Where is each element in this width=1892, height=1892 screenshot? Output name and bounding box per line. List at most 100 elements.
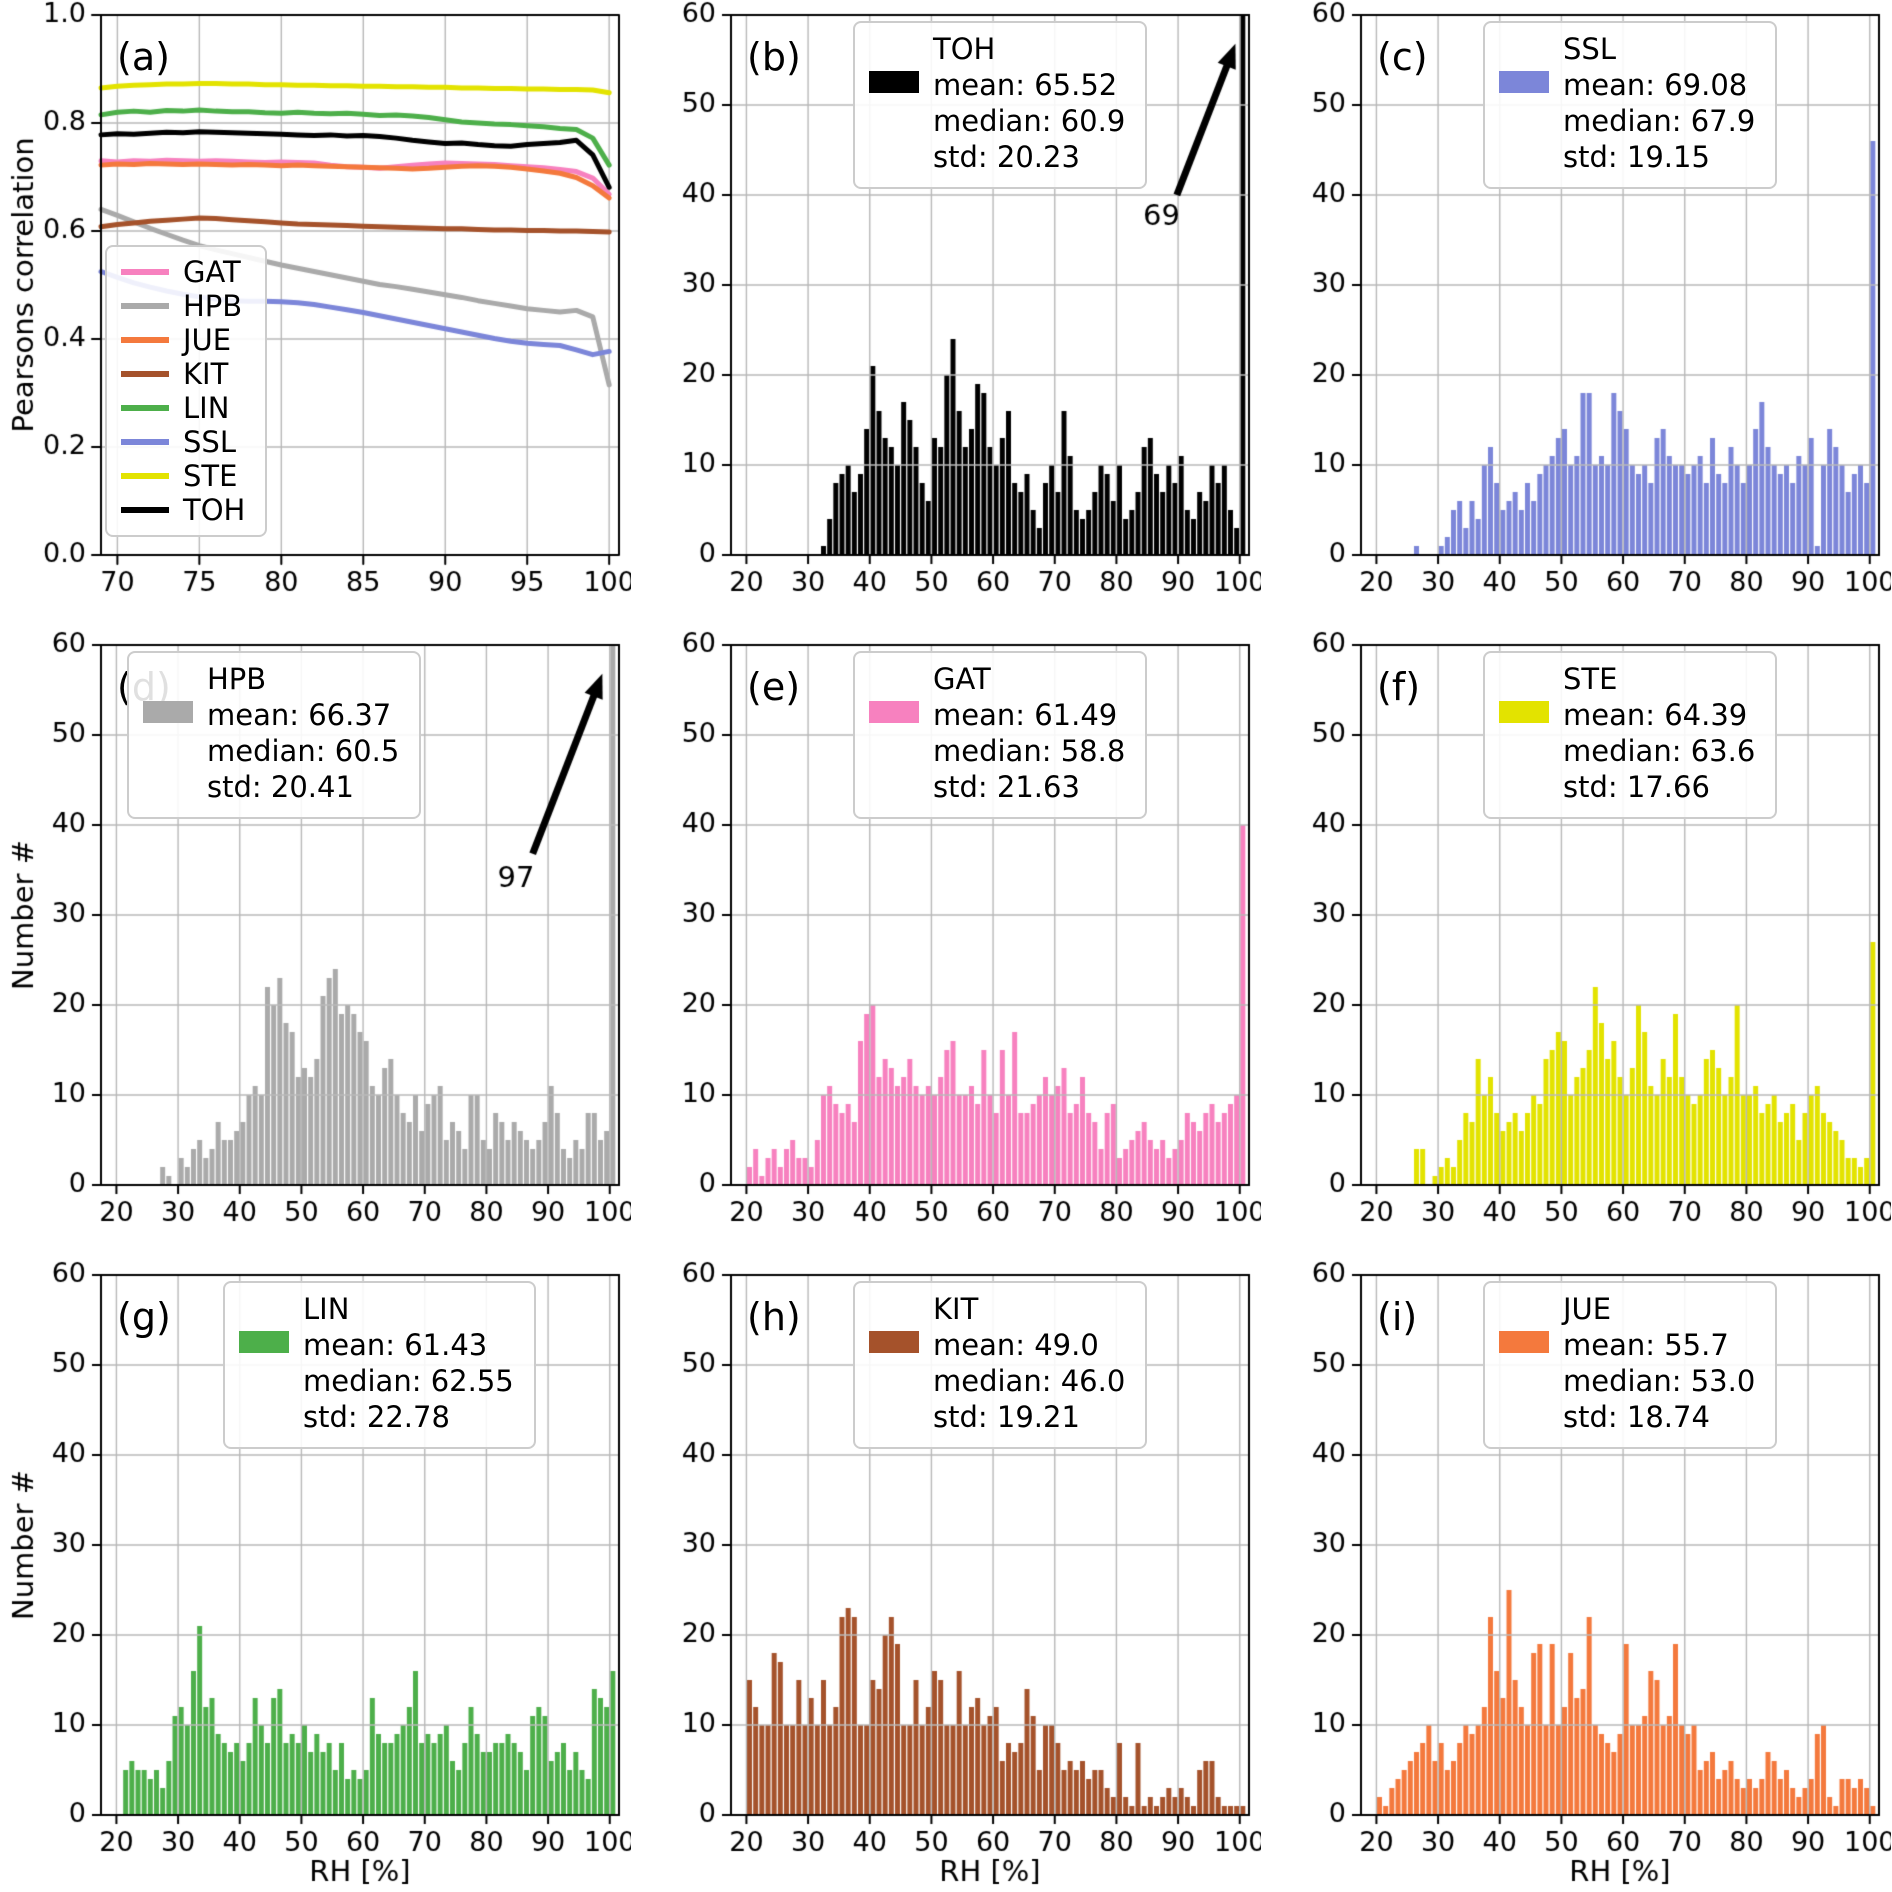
panel-a-label: (a) — [117, 35, 170, 79]
legend-label-toh: TOH — [183, 493, 246, 527]
legend-station: SSL — [1563, 32, 1616, 66]
legend-text-block: SSL mean: 69.08 median: 67.9 std: 19.15 — [1563, 31, 1755, 175]
legend-text-block: KIT mean: 49.0 median: 46.0 std: 19.21 — [933, 1291, 1125, 1435]
panel-g: (g) LIN mean: 61.43 median: 62.55 std: 2… — [1, 1261, 631, 1891]
ste-line-swatch — [121, 473, 169, 479]
panel-f-label: (f) — [1377, 665, 1421, 709]
panel-e-label: (e) — [747, 665, 801, 709]
panel-b: (b) TOH mean: 65.52 median: 60.9 std: 20… — [631, 1, 1261, 631]
legend-mean: mean: 69.08 — [1563, 68, 1748, 102]
panel-i: (i) JUE mean: 55.7 median: 53.0 std: 18.… — [1261, 1261, 1891, 1891]
legend-label-kit: KIT — [183, 357, 229, 391]
legend-station: KIT — [933, 1292, 979, 1326]
legend-entry-toh: TOH — [121, 493, 245, 527]
legend-station: STE — [1563, 662, 1618, 696]
panel-i-legend: JUE mean: 55.7 median: 53.0 std: 18.74 — [1483, 1281, 1778, 1449]
legend-median: median: 46.0 — [933, 1364, 1126, 1398]
legend-station: JUE — [1563, 1292, 1612, 1326]
legend-std: std: 21.63 — [933, 770, 1080, 804]
legend-label-hpb: HPB — [183, 289, 243, 323]
legend-entry-ssl: SSL — [121, 425, 245, 459]
legend-std: std: 19.15 — [1563, 140, 1710, 174]
toh-line-swatch — [121, 507, 169, 513]
legend-entry-jue: JUE — [121, 323, 245, 357]
legend-mean: mean: 49.0 — [933, 1328, 1099, 1362]
panel-e: (e) GAT mean: 61.49 median: 58.8 std: 21… — [631, 631, 1261, 1261]
legend-std: std: 19.21 — [933, 1400, 1080, 1434]
legend-median: median: 63.6 — [1563, 734, 1756, 768]
legend-text-block: JUE mean: 55.7 median: 53.0 std: 18.74 — [1563, 1291, 1755, 1435]
panel-a-legend: GAT HPB JUE KIT LIN SSL STE TOH — [105, 245, 268, 537]
hpb-line-swatch — [121, 303, 169, 309]
legend-std: std: 22.78 — [303, 1400, 450, 1434]
lin-line-swatch — [121, 405, 169, 411]
gat-color-patch — [869, 701, 919, 723]
legend-label-jue: JUE — [183, 323, 232, 357]
legend-std: std: 20.23 — [933, 140, 1080, 174]
toh-color-patch — [869, 71, 919, 93]
legend-text-block: HPB mean: 66.37 median: 60.5 std: 20.41 — [207, 661, 399, 805]
panel-f: (f) STE mean: 64.39 median: 63.6 std: 17… — [1261, 631, 1891, 1261]
jue-color-patch — [1499, 1331, 1549, 1353]
panel-d-legend: HPB mean: 66.37 median: 60.5 std: 20.41 — [127, 651, 422, 819]
kit-color-patch — [869, 1331, 919, 1353]
legend-std: std: 17.66 — [1563, 770, 1710, 804]
panel-e-legend: GAT mean: 61.49 median: 58.8 std: 21.63 — [853, 651, 1148, 819]
panel-h-label: (h) — [747, 1295, 801, 1339]
legend-entry-ste: STE — [121, 459, 245, 493]
panel-g-legend: LIN mean: 61.43 median: 62.55 std: 22.78 — [223, 1281, 536, 1449]
legend-text-block: LIN mean: 61.43 median: 62.55 std: 22.78 — [303, 1291, 514, 1435]
legend-mean: mean: 55.7 — [1563, 1328, 1729, 1362]
legend-median: median: 67.9 — [1563, 104, 1756, 138]
panel-a-canvas — [1, 1, 631, 631]
panel-h-legend: KIT mean: 49.0 median: 46.0 std: 19.21 — [853, 1281, 1148, 1449]
legend-station: GAT — [933, 662, 991, 696]
legend-median: median: 53.0 — [1563, 1364, 1756, 1398]
legend-text-block: GAT mean: 61.49 median: 58.8 std: 21.63 — [933, 661, 1125, 805]
panel-c-legend: SSL mean: 69.08 median: 67.9 std: 19.15 — [1483, 21, 1778, 189]
legend-mean: mean: 64.39 — [1563, 698, 1748, 732]
panel-b-legend: TOH mean: 65.52 median: 60.9 std: 20.23 — [853, 21, 1148, 189]
panel-f-legend: STE mean: 64.39 median: 63.6 std: 17.66 — [1483, 651, 1778, 819]
panel-c-label: (c) — [1377, 35, 1428, 79]
panel-b-label: (b) — [747, 35, 801, 79]
legend-entry-hpb: HPB — [121, 289, 245, 323]
legend-median: median: 58.8 — [933, 734, 1126, 768]
legend-label-lin: LIN — [183, 391, 230, 425]
legend-std: std: 20.41 — [207, 770, 354, 804]
legend-mean: mean: 65.52 — [933, 68, 1118, 102]
legend-text-block: TOH mean: 65.52 median: 60.9 std: 20.23 — [933, 31, 1125, 175]
legend-mean: mean: 61.49 — [933, 698, 1118, 732]
panel-g-label: (g) — [117, 1295, 171, 1339]
jue-line-swatch — [121, 337, 169, 343]
legend-label-ssl: SSL — [183, 425, 236, 459]
legend-median: median: 60.5 — [207, 734, 400, 768]
panel-c: (c) SSL mean: 69.08 median: 67.9 std: 19… — [1261, 1, 1891, 631]
legend-std: std: 18.74 — [1563, 1400, 1710, 1434]
ste-color-patch — [1499, 701, 1549, 723]
legend-entry-lin: LIN — [121, 391, 245, 425]
legend-station: LIN — [303, 1292, 350, 1326]
ssl-line-swatch — [121, 439, 169, 445]
kit-line-swatch — [121, 371, 169, 377]
panel-a: (a) GAT HPB JUE KIT LIN SSL STE TOH — [1, 1, 631, 631]
gat-line-swatch — [121, 269, 169, 275]
legend-mean: mean: 66.37 — [207, 698, 392, 732]
legend-median: median: 60.9 — [933, 104, 1126, 138]
legend-text-block: STE mean: 64.39 median: 63.6 std: 17.66 — [1563, 661, 1755, 805]
legend-label-ste: STE — [183, 459, 238, 493]
panel-d: (d) HPB mean: 66.37 median: 60.5 std: 20… — [1, 631, 631, 1261]
legend-label-gat: GAT — [183, 255, 241, 289]
panel-i-label: (i) — [1377, 1295, 1418, 1339]
legend-entry-kit: KIT — [121, 357, 245, 391]
legend-station: TOH — [933, 32, 996, 66]
legend-median: median: 62.55 — [303, 1364, 514, 1398]
legend-mean: mean: 61.43 — [303, 1328, 488, 1362]
hpb-color-patch — [143, 701, 193, 723]
ssl-color-patch — [1499, 71, 1549, 93]
lin-color-patch — [239, 1331, 289, 1353]
panel-h: (h) KIT mean: 49.0 median: 46.0 std: 19.… — [631, 1261, 1261, 1891]
legend-station: HPB — [207, 662, 267, 696]
legend-entry-gat: GAT — [121, 255, 245, 289]
